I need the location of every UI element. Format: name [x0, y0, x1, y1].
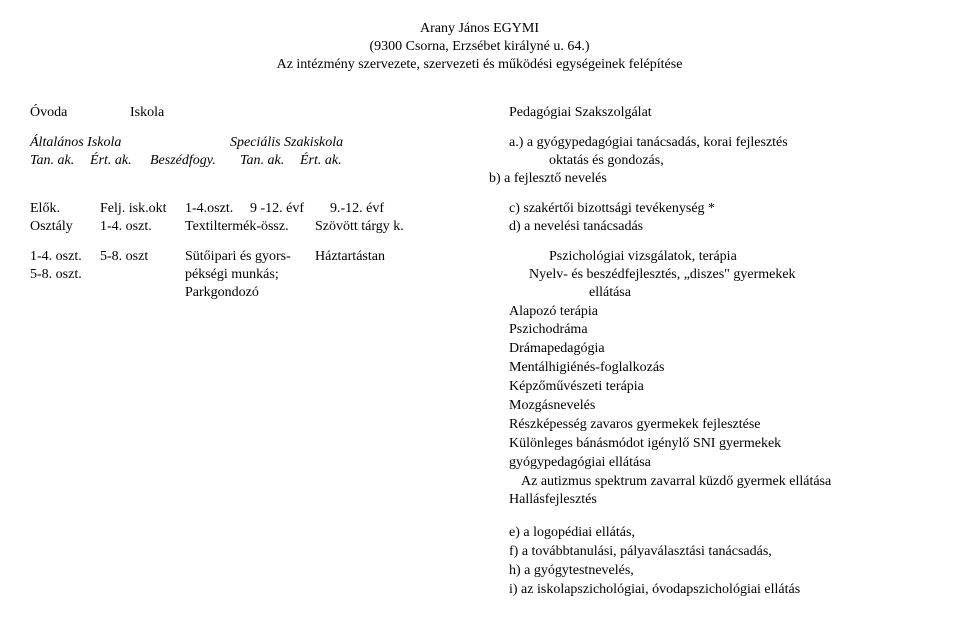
oszt-5-8b: 5-8. oszt.: [30, 267, 100, 283]
org-row-3b: b) a fejlesztő nevelés: [30, 171, 929, 187]
tan-ak-2: Tan. ak.: [240, 153, 300, 169]
felj-iskokt: Felj. isk.okt: [100, 201, 185, 217]
org-row-8: Parkgondozó ellátása: [30, 285, 929, 301]
ellatasa: ellátása: [509, 285, 929, 301]
list-item: Mozgásnevelés: [509, 397, 929, 416]
org-row-5: Osztály 1-4. oszt. Textiltermék-össz. Sz…: [30, 219, 929, 235]
header-line-3: Az intézmény szervezete, szervezeti és m…: [30, 56, 929, 74]
org-row-3: Tan. ak. Ért. ak. Beszédfogy. Tan. ak. É…: [30, 153, 929, 169]
document-header: Arany János EGYMI (9300 Csorna, Erzsébet…: [30, 20, 929, 75]
org-row-6: 1-4. oszt. 5-8. oszt Sütőipari és gyors-…: [30, 249, 929, 265]
list-item: Az autizmus spektrum zavarral küzdő gyer…: [509, 473, 929, 492]
ert-ak-2: Ért. ak.: [300, 153, 400, 169]
oszt-5-8: 5-8. oszt: [100, 249, 185, 265]
osztaly: Osztály: [30, 219, 100, 235]
list-item: gyógypedagógiai ellátása: [509, 454, 929, 473]
list-item: Különleges bánásmódot igénylő SNI gyerme…: [509, 435, 929, 454]
specialis-szakiskola: Speciális Szakiskola: [230, 135, 410, 151]
szovott-targy: Szövött tárgy k.: [315, 219, 435, 235]
list-item: Drámapedagógia: [509, 340, 929, 359]
tan-ak-1: Tan. ak.: [30, 153, 90, 169]
pszichologiai: Pszichológiai vizsgálatok, terápia: [509, 249, 929, 265]
list-item: Hallásfejlesztés: [509, 491, 929, 510]
ovoda-label: Óvoda: [30, 105, 130, 121]
therapy-list: Alapozó terápia Pszichodráma Drámapedagó…: [30, 303, 929, 511]
list-item: Alapozó terápia: [509, 303, 929, 322]
oszt-14: 1-4.oszt.: [185, 201, 250, 217]
evf-912: 9 -12. évf: [250, 201, 330, 217]
list-item: Mentálhigiénés-foglalkozás: [509, 359, 929, 378]
org-row-top: Óvoda Iskola Pedagógiai Szakszolgálat: [30, 105, 929, 121]
header-line-1: Arany János EGYMI: [30, 20, 929, 38]
item-a: a.) a gyógypedagógiai tanácsadás, korai …: [509, 135, 929, 151]
item-b: b) a fejlesztő nevelés: [489, 171, 929, 187]
header-line-2: (9300 Csorna, Erzsébet királyné u. 64.): [30, 38, 929, 56]
ert-ak-1: Ért. ak.: [90, 153, 150, 169]
sutoipari: Sütőipari és gyors-: [185, 249, 315, 265]
oszt-1-4: 1-4. oszt.: [30, 249, 100, 265]
org-row-7: 5-8. oszt. pékségi munkás; Nyelv- és bes…: [30, 267, 929, 283]
peksegi-munkas: pékségi munkás;: [185, 267, 315, 283]
list-item: Részképesség zavaros gyermekek fejleszté…: [509, 416, 929, 435]
nyelv-beszed: Nyelv- és beszédfejlesztés, „diszes" gye…: [509, 267, 929, 283]
oszt-14b: 1-4. oszt.: [100, 219, 185, 235]
item-f: f) a továbbtanulási, pályaválasztási tan…: [509, 543, 929, 562]
altalanos-iskola: Általános Iskola: [30, 135, 230, 151]
oktatas-gondozas: oktatás és gondozás,: [509, 153, 929, 169]
list-item: Képzőművészeti terápia: [509, 378, 929, 397]
item-h: h) a gyógytestnevelés,: [509, 562, 929, 581]
item-c: c) szakértői bizottsági tevékenység *: [509, 201, 929, 217]
item-i: i) az iskolapszichológiai, óvodapszichol…: [509, 581, 929, 600]
evf-912b: 9.-12. évf: [330, 201, 420, 217]
haztartastan: Háztartástan: [315, 249, 435, 265]
org-row-4: Elők. Felj. isk.okt 1-4.oszt. 9 -12. évf…: [30, 201, 929, 217]
pedagogiai-label: Pedagógiai Szakszolgálat: [509, 105, 929, 121]
beszedfogy: Beszédfogy.: [150, 153, 240, 169]
textiltermek: Textiltermék-össz.: [185, 219, 315, 235]
org-row-2: Általános Iskola Speciális Szakiskola a.…: [30, 135, 929, 151]
item-e: e) a logopédiai ellátás,: [509, 524, 929, 543]
iskola-label: Iskola: [130, 105, 280, 121]
bottom-list: e) a logopédiai ellátás, f) a továbbtanu…: [30, 524, 929, 600]
elok: Elők.: [30, 201, 100, 217]
list-item: Pszichodráma: [509, 321, 929, 340]
item-d: d) a nevelési tanácsadás: [509, 219, 929, 235]
parkgondozo: Parkgondozó: [185, 285, 315, 301]
